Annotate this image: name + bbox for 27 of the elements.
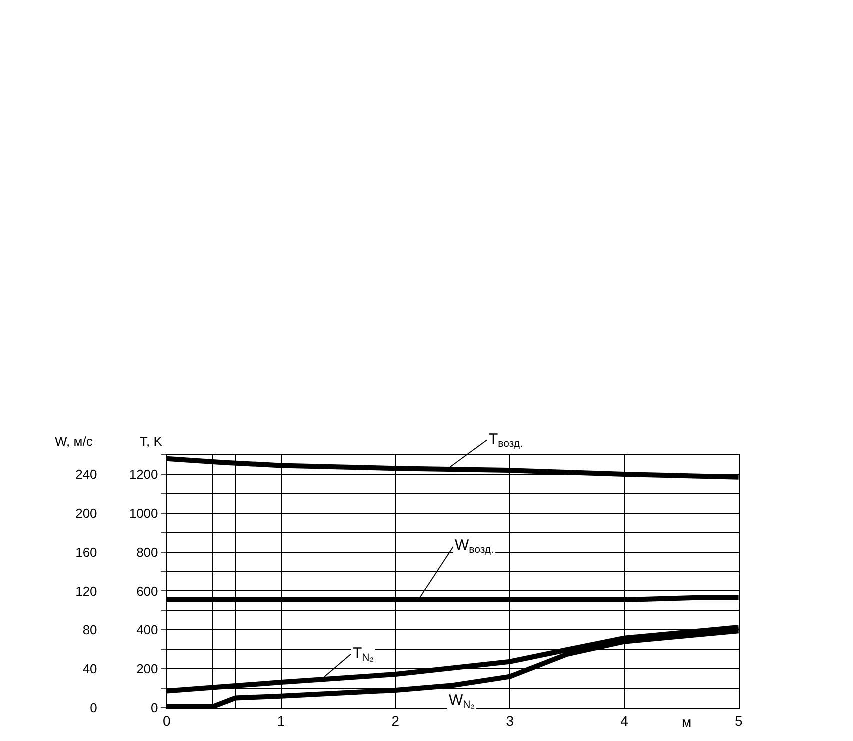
x-axis-title: м [682,714,692,730]
y2-tick-label: 120 [76,584,98,599]
series-label: T$_{N₂}$ [353,645,374,664]
text: W$_{возд.}$ [455,537,494,556]
y-tick-label: 400 [136,622,158,638]
y-tick-label: 200 [136,662,158,677]
y2-tick-label: 160 [76,544,98,560]
y-tick-label: 1200 [129,467,158,482]
series-label: T$_{возд.}$ [489,431,523,450]
y2-tick-label: 240 [76,467,98,482]
y-tick-label: 1000 [129,506,158,521]
x-tick-label: 4 [620,712,629,729]
y-tick-label: 0 [151,700,158,716]
x-tick-label: 2 [392,712,400,729]
series-label: W$_{N₂}$ [449,692,475,712]
x-tick-label: 5 [734,712,743,729]
x-tick-label: 0 [162,712,171,729]
y2-tick-label: 200 [76,506,98,521]
y2-axis-title: W, м/с [55,434,94,449]
y-axis-title: T, K [140,434,163,449]
y-tick-label: 800 [136,544,158,560]
y2-tick-label: 80 [82,622,98,638]
x-tick-label: 3 [506,712,514,729]
y-tick-label: 600 [136,584,158,599]
y2-tick-label: 0 [90,700,98,716]
y2-tick-label: 40 [82,662,98,677]
x-tick-label: 1 [277,712,286,729]
